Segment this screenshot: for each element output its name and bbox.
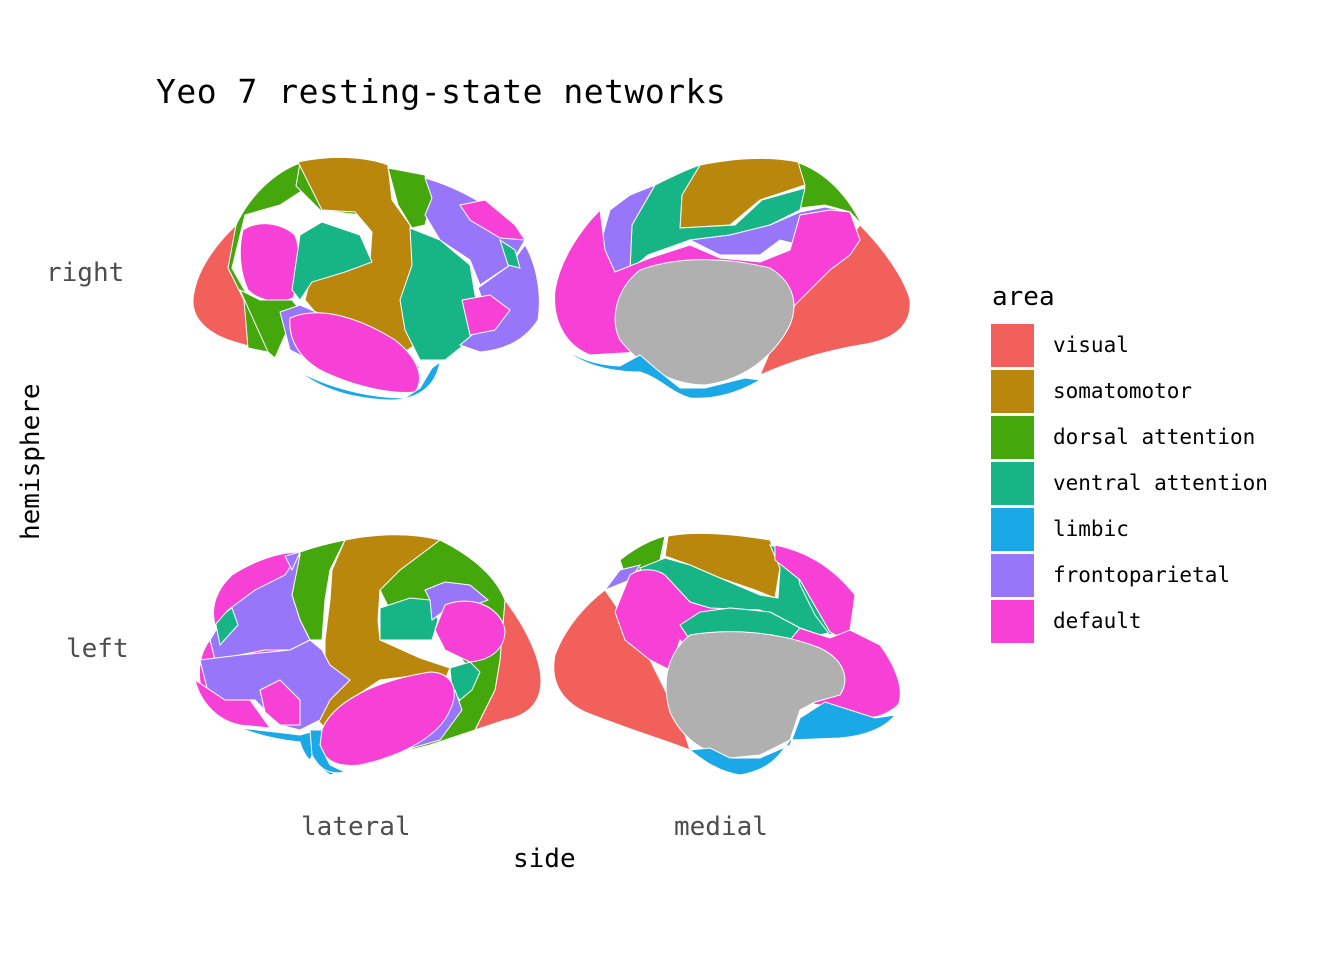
region-default (259, 679, 301, 726)
region-limbic (688, 701, 897, 776)
legend-items: visual somatomotor dorsal attention ventral… (990, 322, 1268, 644)
chart-title: Yeo 7 resting-state networks (156, 72, 727, 111)
region-default (434, 600, 506, 663)
legend-item: visual (990, 322, 1268, 368)
region-frontoparietal (459, 244, 540, 353)
region-default (459, 199, 526, 241)
region-limbic (299, 360, 441, 401)
region-ventral-attention (629, 164, 806, 272)
legend-swatch (990, 506, 1035, 552)
column-label-medial: medial (674, 812, 768, 842)
region-default (774, 544, 856, 641)
legend-swatch (990, 552, 1035, 598)
legend-label: dorsal attention (1053, 425, 1256, 449)
region-visual (759, 224, 911, 376)
legend-item: limbic (990, 506, 1268, 552)
legend-swatch (990, 322, 1035, 368)
legend-label: visual (1053, 333, 1129, 357)
legend-label: ventral attention (1053, 471, 1268, 495)
legend-item: somatomotor (990, 368, 1268, 414)
region-dorsal-attention (788, 159, 863, 226)
region-ventral-attention (399, 227, 491, 361)
region-default (194, 678, 272, 729)
legend-swatch (990, 414, 1035, 460)
column-label-lateral: lateral (301, 812, 411, 842)
legend-item: default (990, 598, 1268, 644)
legend-swatch (990, 460, 1035, 506)
legend-title: area (992, 282, 1055, 312)
region-frontoparietal (603, 564, 642, 592)
region-medial-wall (665, 631, 846, 759)
region-default (239, 223, 300, 302)
region-medial-wall (614, 259, 795, 386)
region-default (319, 671, 455, 766)
legend-swatch (990, 368, 1035, 414)
region-default (461, 294, 511, 336)
legend-item: ventral attention (990, 460, 1268, 506)
legend: area visual somatomotor dorsal attention ve… (990, 282, 1268, 644)
region-ventral-attention (291, 221, 373, 301)
legend-item: frontoparietal (990, 552, 1268, 598)
region-limbic (309, 729, 347, 774)
legend-swatch (990, 598, 1035, 644)
region-somatomotor (664, 532, 781, 599)
legend-label: default (1053, 609, 1142, 633)
region-frontoparietal (284, 551, 301, 572)
region-ventral-attention (499, 238, 521, 269)
region-default (213, 551, 301, 627)
row-label-right: right (46, 258, 125, 288)
legend-label: frontoparietal (1053, 563, 1231, 587)
row-label-left: left (66, 634, 129, 664)
legend-label: somatomotor (1053, 379, 1193, 403)
legend-item: dorsal attention (990, 414, 1268, 460)
legend-label: limbic (1053, 517, 1129, 541)
region-dorsal-attention (387, 167, 433, 229)
region-limbic (559, 344, 762, 399)
x-axis-title: side (513, 844, 576, 874)
